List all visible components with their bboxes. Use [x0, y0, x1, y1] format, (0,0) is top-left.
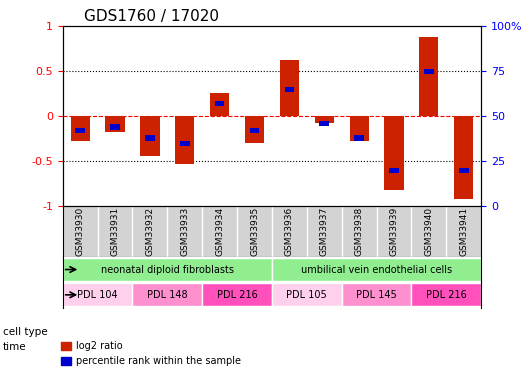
Bar — [215, 101, 224, 106]
Bar — [384, 116, 404, 190]
Bar — [75, 128, 85, 134]
FancyBboxPatch shape — [272, 258, 481, 281]
Bar — [145, 135, 155, 141]
Text: PDL 148: PDL 148 — [147, 290, 188, 300]
FancyBboxPatch shape — [272, 284, 342, 306]
FancyBboxPatch shape — [202, 284, 272, 306]
Bar — [459, 168, 469, 173]
Bar — [71, 116, 90, 141]
Text: PDL 104: PDL 104 — [77, 290, 118, 300]
Text: GSM33939: GSM33939 — [390, 207, 399, 256]
Text: neonatal diploid fibroblasts: neonatal diploid fibroblasts — [101, 264, 234, 274]
Text: umbilical vein endothelial cells: umbilical vein endothelial cells — [301, 264, 452, 274]
Legend: log2 ratio, percentile rank within the sample: log2 ratio, percentile rank within the s… — [57, 338, 245, 370]
Bar — [210, 93, 229, 116]
Bar — [245, 116, 264, 143]
Bar — [140, 116, 160, 156]
FancyBboxPatch shape — [342, 284, 412, 306]
Bar — [250, 128, 259, 134]
Bar — [419, 37, 438, 116]
Bar — [175, 116, 195, 164]
Text: PDL 105: PDL 105 — [287, 290, 327, 300]
Bar — [280, 60, 299, 116]
Text: PDL 216: PDL 216 — [217, 290, 257, 300]
Text: GSM33935: GSM33935 — [250, 207, 259, 256]
FancyBboxPatch shape — [63, 284, 132, 306]
Bar — [349, 116, 369, 141]
Bar — [180, 141, 189, 146]
Text: GDS1760 / 17020: GDS1760 / 17020 — [84, 9, 219, 24]
Text: GSM33941: GSM33941 — [459, 207, 468, 256]
Text: GSM33940: GSM33940 — [424, 207, 434, 256]
Bar — [315, 116, 334, 123]
FancyBboxPatch shape — [63, 258, 272, 281]
Text: PDL 216: PDL 216 — [426, 290, 467, 300]
Text: GSM33938: GSM33938 — [355, 207, 363, 256]
Text: GSM33934: GSM33934 — [215, 207, 224, 256]
Bar — [424, 69, 434, 74]
FancyBboxPatch shape — [132, 284, 202, 306]
Text: GSM33932: GSM33932 — [145, 207, 154, 256]
Text: GSM33933: GSM33933 — [180, 207, 189, 256]
Text: time: time — [3, 342, 26, 352]
Text: PDL 145: PDL 145 — [356, 290, 397, 300]
Text: GSM33930: GSM33930 — [76, 207, 85, 256]
Text: GSM33937: GSM33937 — [320, 207, 329, 256]
Bar — [389, 168, 399, 173]
Text: GSM33931: GSM33931 — [110, 207, 120, 256]
FancyBboxPatch shape — [412, 284, 481, 306]
Text: cell type: cell type — [3, 327, 47, 337]
Bar — [355, 135, 364, 141]
Bar — [320, 121, 329, 126]
Bar — [454, 116, 473, 199]
Text: GSM33936: GSM33936 — [285, 207, 294, 256]
Bar — [106, 116, 124, 132]
Bar — [110, 124, 120, 130]
Bar — [285, 87, 294, 92]
